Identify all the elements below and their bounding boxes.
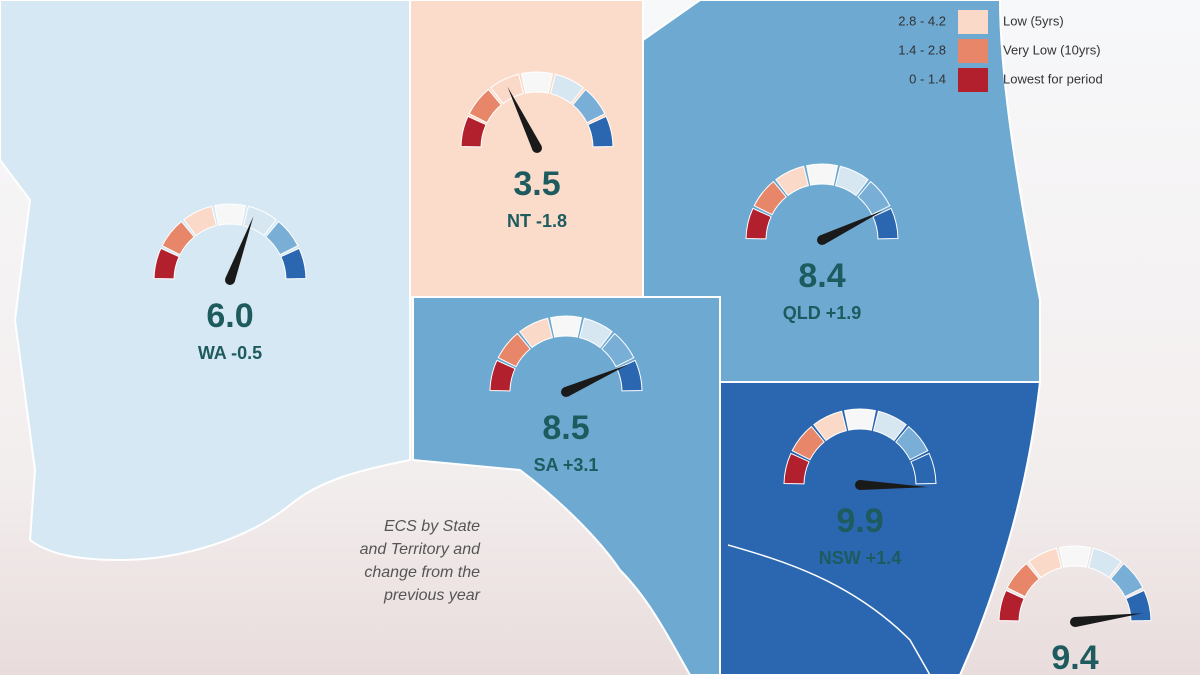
region-wa xyxy=(0,0,411,562)
gauge-segment xyxy=(280,247,307,280)
gauge-segment xyxy=(775,165,810,197)
gauge-needle xyxy=(1074,613,1143,627)
needle-hub xyxy=(561,387,571,397)
needle-hub xyxy=(817,235,827,245)
gauge-segment xyxy=(1006,562,1040,598)
caption-line: ECS by State xyxy=(384,518,480,535)
gauge-segment xyxy=(1028,547,1063,579)
region-sa xyxy=(412,296,721,675)
gauge-segment xyxy=(265,220,299,256)
gauge-segment xyxy=(153,247,180,280)
legend-range: 1.4 - 2.8 xyxy=(898,42,946,57)
legend-swatch xyxy=(958,68,988,92)
caption-line: and Territory and xyxy=(360,541,481,558)
gauge-segment xyxy=(213,203,247,226)
region-score: 8.4 xyxy=(798,257,845,295)
gauge-segment xyxy=(578,317,613,349)
region-label: NT -1.8 xyxy=(507,211,567,231)
caption-line: change from the xyxy=(364,564,480,581)
gauge-segment xyxy=(183,205,218,237)
gauge-segment xyxy=(998,589,1025,622)
content: 2.8 - 4.2 Low (5yrs) 1.4 - 2.8 Very Low (10… xyxy=(153,10,1152,675)
needle-hub xyxy=(855,480,865,490)
gauge-segment xyxy=(843,408,877,431)
gauge-segment xyxy=(242,205,277,237)
legend-range: 2.8 - 4.2 xyxy=(898,13,946,28)
gauge-needle xyxy=(563,364,629,397)
gauge-segment xyxy=(805,163,839,186)
gauge-segment xyxy=(783,452,810,485)
gauge-segment xyxy=(813,410,848,442)
gauge-segment xyxy=(745,207,772,240)
gauge-segment xyxy=(519,317,554,349)
legend-label: Very Low (10yrs) xyxy=(1003,42,1101,57)
region-nsw xyxy=(719,381,1042,675)
gauge-segment xyxy=(520,71,554,94)
gauge-segment xyxy=(161,220,195,256)
gauge-segment xyxy=(1058,545,1092,568)
gauge-needle xyxy=(507,86,542,151)
gauge-segment xyxy=(1125,589,1152,622)
gauge-segment xyxy=(468,88,502,124)
gauge-segment xyxy=(910,452,937,485)
gauge-segment xyxy=(460,115,487,148)
region-label: SA +3.1 xyxy=(534,455,599,475)
region-label: NSW +1.4 xyxy=(819,548,902,568)
region-label: WA -0.5 xyxy=(198,343,262,363)
region-label: QLD +1.9 xyxy=(783,303,862,323)
gauge-segment xyxy=(587,115,614,148)
legend-label: Low (5yrs) xyxy=(1003,13,1064,28)
gauge-segment xyxy=(872,410,907,442)
gauge-segment xyxy=(489,359,516,392)
region-nt xyxy=(409,0,644,298)
gauge-needle xyxy=(225,216,254,282)
gauge-needle xyxy=(819,210,884,245)
region-score: 6.0 xyxy=(206,297,253,335)
gauge-segment xyxy=(895,425,929,461)
gauge-segment xyxy=(490,73,525,105)
region-score: 3.5 xyxy=(513,165,560,203)
gauge-segment xyxy=(601,332,635,368)
gauge-segment xyxy=(1087,547,1122,579)
gauge-needle xyxy=(859,480,928,490)
gauge-segment xyxy=(872,207,899,240)
gauge-segment xyxy=(753,180,787,216)
gauge-segment xyxy=(791,425,825,461)
gauge-segment xyxy=(572,88,606,124)
legend-range: 0 - 1.4 xyxy=(909,71,946,86)
needle-hub xyxy=(225,275,235,285)
needle-hub xyxy=(532,143,542,153)
legend-swatch xyxy=(958,39,988,63)
gauge-segment xyxy=(549,73,584,105)
caption-line: previous year xyxy=(383,587,481,604)
region-score: 9.9 xyxy=(836,502,883,540)
gauge-segment xyxy=(834,165,869,197)
region-score: 9.4 xyxy=(1051,639,1098,675)
gauge-segment xyxy=(857,180,891,216)
gauge-segment xyxy=(616,359,643,392)
gauge-segment xyxy=(549,315,583,338)
region-qld xyxy=(642,0,1041,383)
gauge-segment xyxy=(497,332,531,368)
legend-label: Lowest for period xyxy=(1003,71,1103,86)
region-score: 8.5 xyxy=(542,409,589,447)
needle-hub xyxy=(1070,617,1080,627)
legend-swatch xyxy=(958,10,988,34)
gauge-segment xyxy=(1110,562,1144,598)
border xyxy=(727,544,931,675)
